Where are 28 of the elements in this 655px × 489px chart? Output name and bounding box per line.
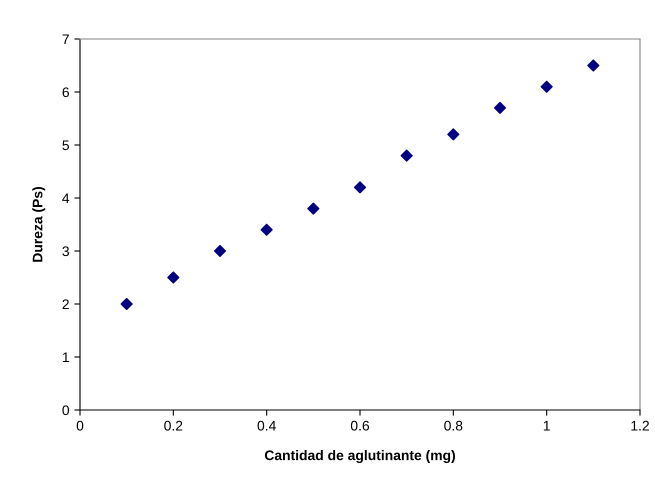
x-tick-label: 1.2 bbox=[631, 420, 649, 430]
point bbox=[540, 80, 553, 93]
x-tick-label: 0.8 bbox=[444, 420, 462, 431]
point bbox=[494, 102, 506, 114]
point bbox=[120, 298, 133, 310]
point bbox=[587, 59, 600, 72]
y-tick-label: 0 bbox=[62, 405, 70, 416]
y-tick-label: 3 bbox=[62, 246, 69, 256]
y-tick-label: 5 bbox=[62, 140, 69, 150]
x-tick-label: 0.6 bbox=[350, 420, 370, 431]
x-tick-label: 0.2 bbox=[164, 420, 182, 431]
y-tick-label: 6 bbox=[62, 87, 69, 98]
y-tick-label: 1 bbox=[62, 352, 69, 362]
point bbox=[354, 181, 366, 194]
point bbox=[167, 271, 180, 284]
point bbox=[400, 150, 413, 162]
point bbox=[307, 202, 320, 215]
point bbox=[447, 128, 460, 140]
point bbox=[214, 244, 226, 258]
y-tick-label: 7 bbox=[62, 34, 69, 44]
x-axis-title: Cantidad de aglutinante (mg) bbox=[264, 450, 455, 464]
y-tick-label: 4 bbox=[62, 193, 70, 204]
y-tick-label: 2 bbox=[62, 299, 69, 310]
point bbox=[260, 224, 273, 236]
x-tick-label: 1 bbox=[544, 420, 550, 430]
y-axis-title: Dureza (Ps) bbox=[32, 186, 46, 262]
x-tick-label: 0 bbox=[76, 420, 84, 431]
x-tick-label: 0.4 bbox=[258, 420, 276, 431]
